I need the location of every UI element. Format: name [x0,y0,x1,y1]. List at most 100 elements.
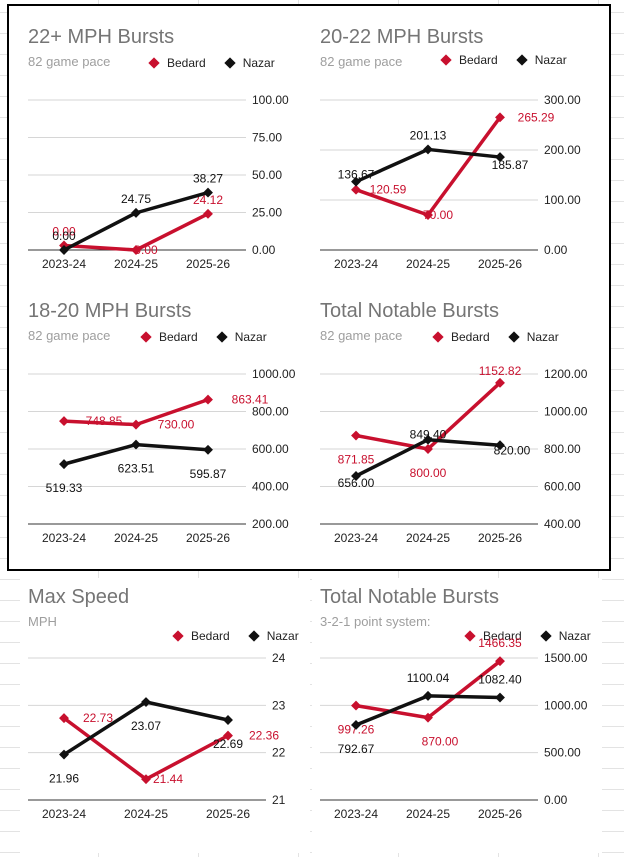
chart-18-20-mph-bursts[interactable]: 18-20 MPH Bursts 82 game pace Bedard Naz… [20,292,310,567]
nazar-data-label: 38.27 [193,172,223,186]
chart-plot-area: 0.00 100.00 200.00 300.00 2023-24 2024-25 2025… [320,93,581,271]
chart-plot-area: 0.00 500.00 1000.00 1500.00 2023-24 2024-25 20… [320,636,588,821]
x-tick-label: 2025-26 [186,257,230,271]
chart-title: 20-22 MPH Bursts [320,26,484,48]
bedard-point [203,394,213,405]
nazar-data-label: 849.40 [410,428,447,442]
nazar-data-label: 24.75 [121,192,151,206]
x-tick-label: 2025-26 [478,257,522,271]
y-tick-label: 50.00 [252,168,282,182]
chart-plot-area: 200.00 400.00 600.00 800.00 1000.00 2023-24 20… [28,367,296,545]
legend-bedard-label: Bedard [167,56,206,70]
nazar-point [59,459,69,470]
bedard-series-line [355,659,502,720]
nazar-point [59,749,69,760]
y-tick-label: 75.00 [252,131,282,145]
chart-subtitle: 82 game pace [320,328,403,343]
x-tick-label: 2024-25 [406,257,450,271]
nazar-data-label: 1100.04 [407,671,450,685]
chart-total-notable-bursts-points[interactable]: Total Notable Bursts 3-2-1 point system:… [312,578,602,853]
bedard-data-label: 1152.82 [479,364,522,378]
y-tick-label: 400.00 [544,517,581,531]
nazar-data-label: 136.67 [338,168,375,182]
y-tick-label: 600.00 [544,480,581,494]
y-tick-label: 21 [272,793,286,807]
nazar-data-label: 792.67 [338,742,375,756]
y-tick-label: 1000.00 [544,698,588,712]
nazar-point [351,720,361,730]
legend-nazar-label: Nazar [266,629,299,643]
y-tick-label: 23 [272,698,286,712]
bedard-data-label: 265.29 [518,110,555,124]
chart-total-notable-bursts-pace[interactable]: Total Notable Bursts 82 game pace Bedard… [312,292,602,567]
y-tick-label: 100.00 [544,193,581,207]
y-tick-label: 800.00 [252,405,289,419]
y-tick-label: 0.00 [544,243,568,257]
bedard-point [423,210,433,220]
bedard-point [141,774,151,785]
bedard-data-label: 863.41 [232,393,269,407]
x-tick-label: 2023-24 [42,807,86,821]
nazar-data-label: 201.13 [410,128,447,142]
bedard-point [59,416,69,427]
x-tick-label: 2023-24 [334,531,378,545]
bedard-data-label: 748.85 [86,414,123,428]
legend-nazar-label: Nazar [526,330,559,344]
bedard-data-label: 21.44 [153,772,183,786]
nazar-point [423,690,433,701]
bedard-data-label: 0.00 [52,225,76,239]
x-tick-label: 2023-24 [42,531,86,545]
x-tick-label: 2024-25 [406,531,450,545]
bedard-point [351,430,361,441]
bedard-data-label: 22.73 [83,711,113,725]
nazar-point [203,187,213,198]
nazar-data-label: 21.96 [49,772,79,786]
chart-max-speed[interactable]: Max Speed MPH Bedard Nazar 21 22 23 24 2023-… [20,578,310,853]
y-tick-label: 0.00 [544,793,568,807]
y-tick-label: 300.00 [544,93,581,107]
y-tick-label: 600.00 [252,442,289,456]
y-tick-label: 0.00 [252,243,276,257]
bedard-data-label: 22.36 [249,729,279,743]
nazar-data-label: 0.00 [52,229,76,243]
chart-20-22-mph-bursts[interactable]: 20-22 MPH Bursts 82 game pace Bedard Naz… [312,18,602,293]
chart-title: 22+ MPH Bursts [28,26,175,48]
y-tick-label: 500.00 [544,746,581,760]
legend-nazar-label: Nazar [558,629,591,643]
nazar-point [203,444,213,455]
chart-plot-area: 0.00 25.00 50.00 75.00 100.00 2023-24 2024-25 2… [28,93,289,271]
bedard-data-label: 871.85 [338,453,375,467]
nazar-data-label: 1082.40 [478,673,522,687]
y-tick-label: 100.00 [252,93,289,107]
legend-bedard-label: Bedard [483,629,522,643]
legend-bedard-label: Bedard [191,629,230,643]
y-tick-label: 22 [272,746,286,760]
bedard-data-label: 800.00 [410,466,447,480]
legend-nazar-label: Nazar [234,330,267,344]
chart-subtitle: 82 game pace [28,328,111,343]
nazar-point [423,434,433,445]
bedard-data-label: 0.00 [134,243,158,257]
x-tick-label: 2024-25 [114,531,158,545]
y-tick-label: 24 [272,651,286,665]
legend-nazar-label: Nazar [242,56,275,70]
y-tick-label: 1000.00 [252,367,296,381]
nazar-point [223,715,233,725]
bedard-data-label: 70.00 [423,208,453,222]
nazar-point [495,692,505,703]
chart-title: Total Notable Bursts [320,300,499,322]
chart-plot-area: 21 22 23 24 2023-24 2024-25 2025-26 22.73 21.44 2… [28,651,286,821]
y-tick-label: 200.00 [252,517,289,531]
chart-subtitle: 3-2-1 point system: [320,614,431,629]
chart-subtitle: 82 game pace [28,54,111,69]
chart-22-plus-mph-bursts[interactable]: 22+ MPH Bursts 82 game pace Bedard Nazar… [20,18,310,293]
bedard-point [351,700,361,711]
chart-legend: Bedard Nazar [170,629,299,643]
chart-subtitle: 82 game pace [320,54,403,69]
nazar-point [59,245,69,255]
x-tick-label: 2023-24 [334,257,378,271]
nazar-point [131,207,141,218]
y-tick-label: 400.00 [252,480,289,494]
x-tick-label: 2023-24 [334,807,378,821]
nazar-data-label: 519.33 [46,481,83,495]
